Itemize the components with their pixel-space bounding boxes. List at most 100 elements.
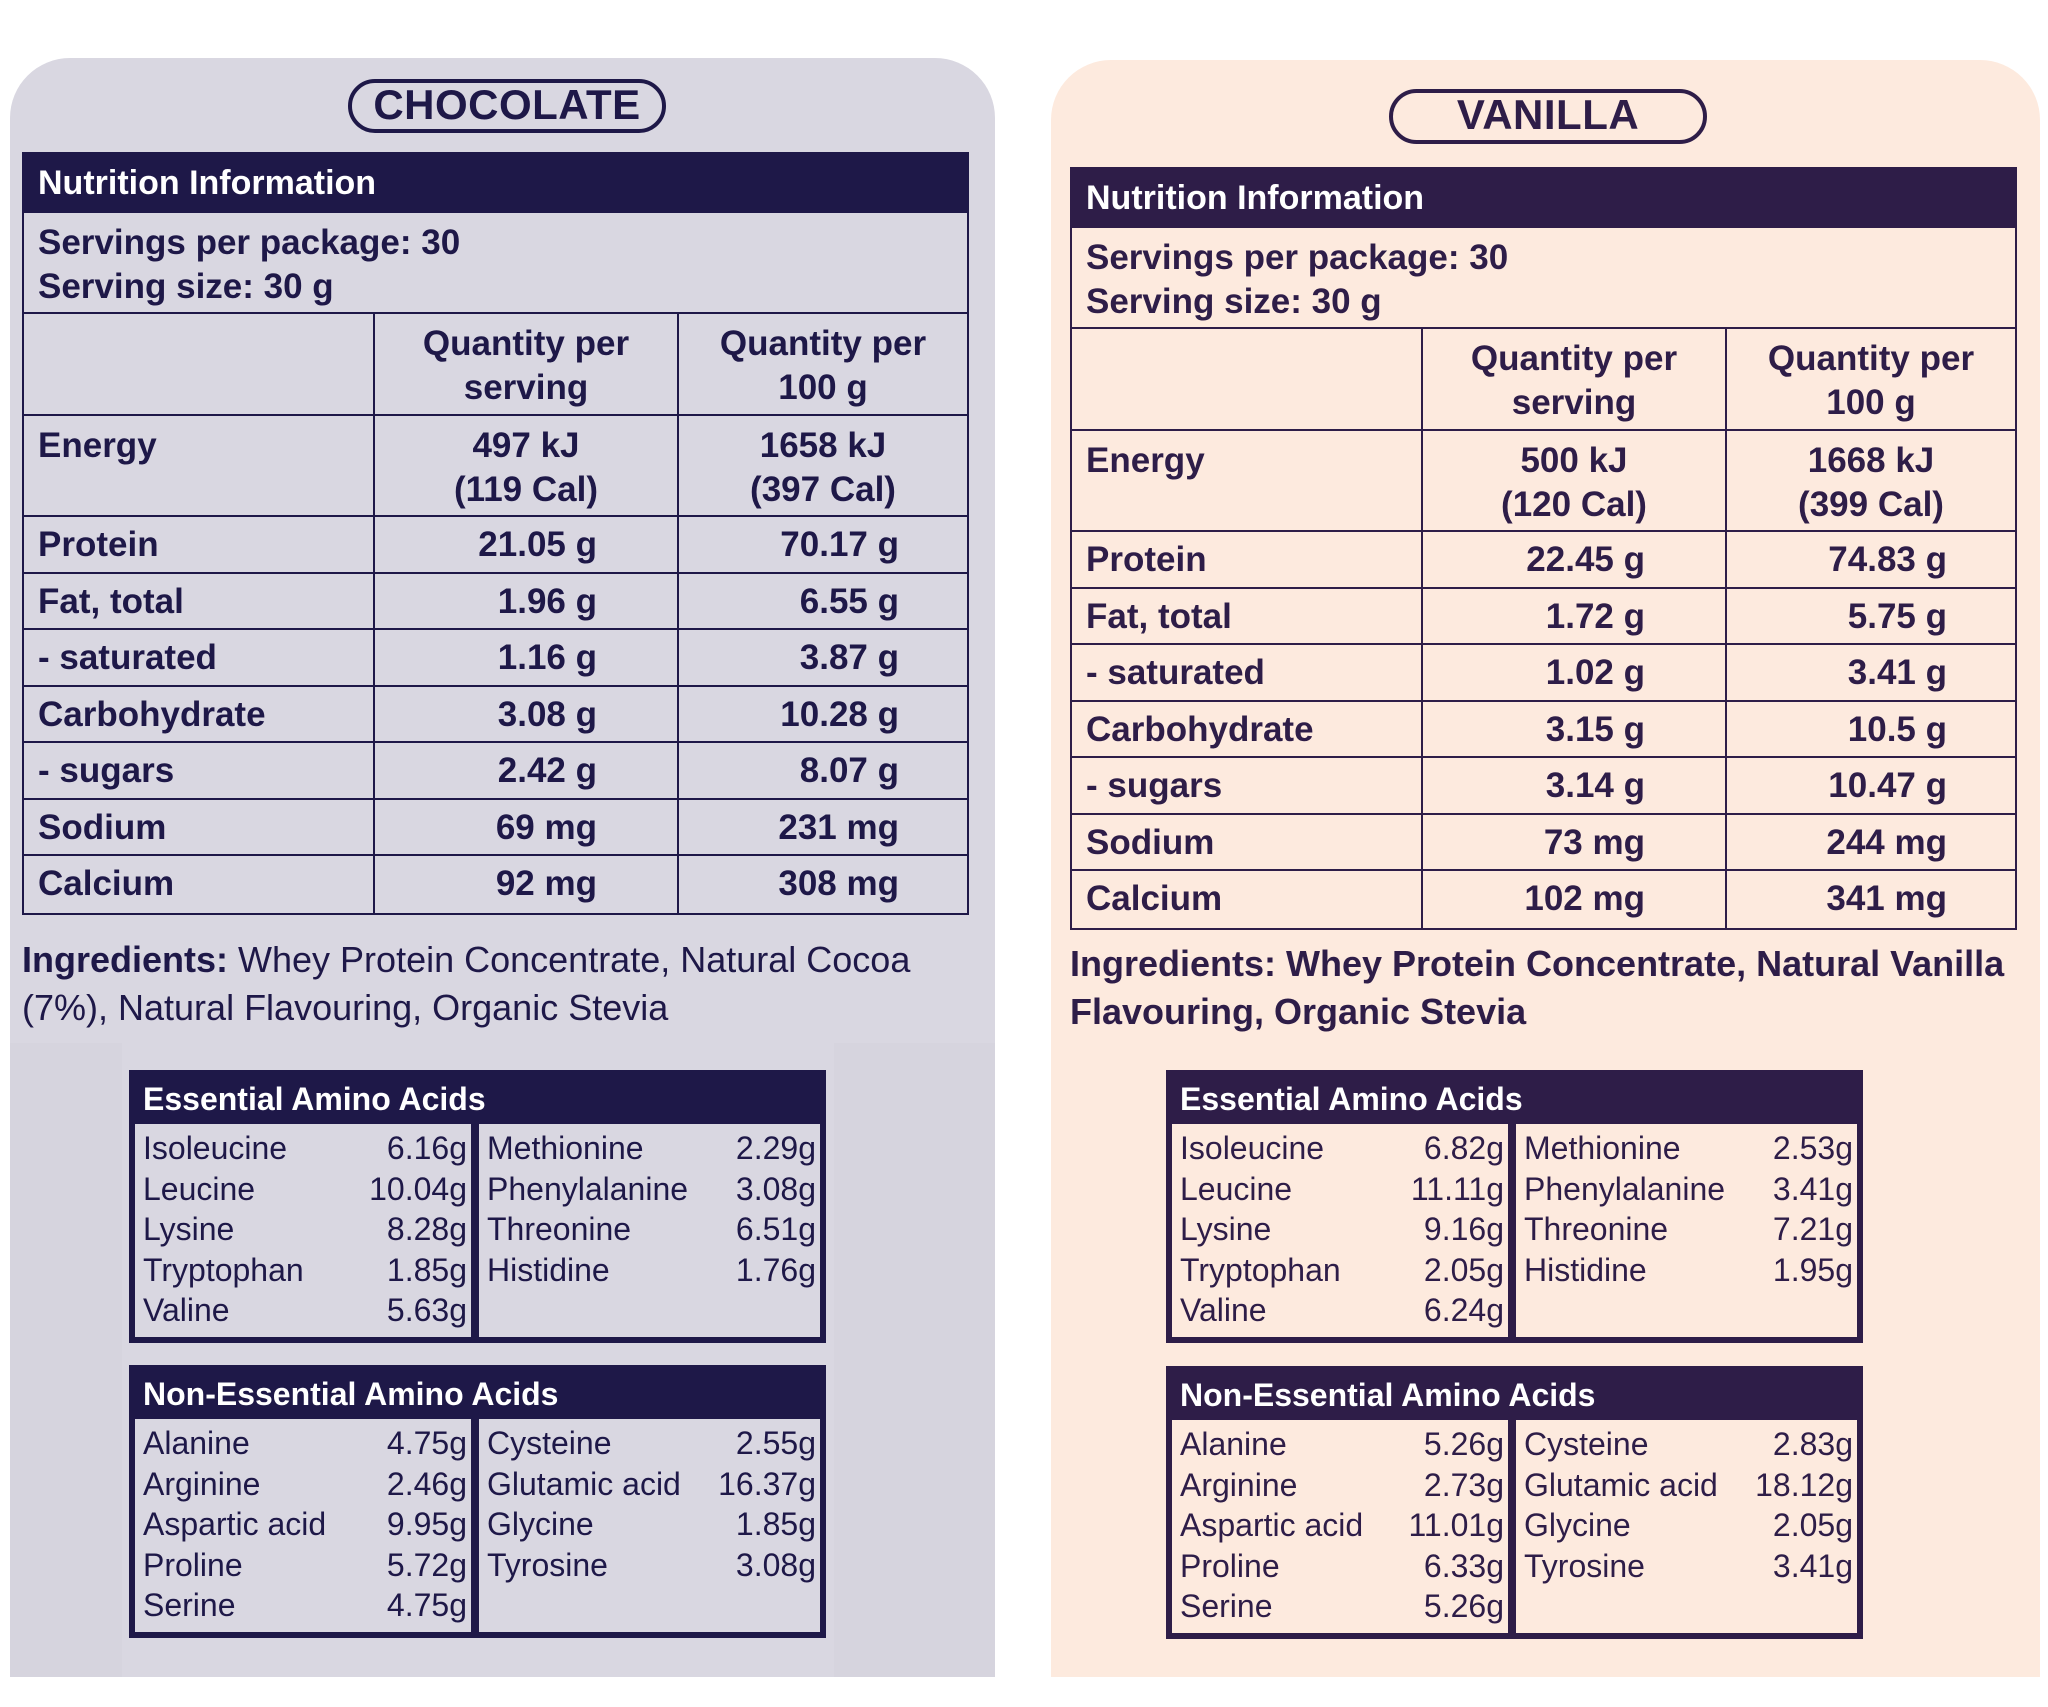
- amino-value: 3.08g: [735, 1170, 816, 1207]
- amino-name: Glycine: [487, 1506, 594, 1542]
- amino-row: [1524, 1586, 1853, 1627]
- amino-column-left: Isoleucine 6.16g Leucine 10.04g Lysine 8.28g T…: [135, 1124, 479, 1337]
- amino-name: Serine: [1180, 1588, 1273, 1624]
- amino-table-body: Alanine 4.75g Arginine 2.46g Aspartic acid 9.…: [135, 1419, 820, 1632]
- amino-row: Aspartic acid 11.01g: [1180, 1505, 1504, 1546]
- serving-size: Serving size: 30 g: [38, 267, 334, 306]
- energy-per-serving: 500 kJ (120 Cal): [1423, 431, 1727, 530]
- amino-value: 2.55g: [735, 1425, 816, 1461]
- amino-name: Alanine: [143, 1425, 250, 1461]
- amino-row: Alanine 4.75g: [143, 1423, 467, 1464]
- amino-value: 5.26g: [1423, 1588, 1504, 1624]
- nutrient-label: - saturated: [24, 630, 375, 685]
- amino-value: 11.11g: [1410, 1170, 1504, 1207]
- nutrient-label: Sodium: [24, 799, 375, 854]
- amino-value: 3.08g: [735, 1546, 816, 1583]
- value-per-serving: 92 mg: [375, 856, 679, 913]
- amino-name: Methionine: [487, 1130, 644, 1166]
- amino-row: Tyrosine 3.08g: [487, 1545, 816, 1586]
- value-per-serving: 1.96 g: [375, 573, 679, 628]
- amino-name: Lysine: [143, 1211, 235, 1247]
- amino-row: Leucine 10.04g: [143, 1169, 467, 1210]
- amino-table-title: Essential Amino Acids: [1172, 1076, 1857, 1124]
- amino-name: Tyrosine: [1524, 1547, 1645, 1584]
- amino-name: Aspartic acid: [1180, 1507, 1364, 1543]
- amino-name: Serine: [143, 1587, 236, 1623]
- nutrition-row: Sodium 69 mg 231 mg: [24, 799, 967, 856]
- energy-kj: 1658 kJ: [759, 426, 887, 465]
- amino-value: 2.53g: [1772, 1130, 1853, 1166]
- amino-name: Threonine: [487, 1211, 632, 1247]
- amino-name: Alanine: [1180, 1426, 1287, 1462]
- value-per-serving: 3.14 g: [1423, 758, 1727, 813]
- essential-amino-acids-table: Essential Amino Acids Isoleucine 6.82g Leuc…: [1166, 1070, 1863, 1343]
- amino-row: Lysine 9.16g: [1180, 1209, 1504, 1250]
- value-per-serving: 3.08 g: [375, 686, 679, 741]
- amino-name: Tryptophan: [143, 1251, 304, 1288]
- nutrient-label: Calcium: [24, 856, 375, 913]
- value-per-100g: 231 mg: [778, 807, 899, 847]
- amino-row: [1524, 1290, 1853, 1331]
- value-per-100g: 3.41 g: [1847, 653, 1947, 692]
- amino-row: Glycine 2.05g: [1524, 1505, 1853, 1546]
- amino-row: Methionine 2.29g: [487, 1128, 816, 1169]
- servings-info: Servings per package: 30 Serving size: 30…: [24, 213, 967, 314]
- header-line: serving: [463, 368, 589, 407]
- amino-value: 6.16g: [386, 1130, 467, 1166]
- essential-amino-acids-table: Essential Amino Acids Isoleucine 6.16g Leuc…: [129, 1070, 826, 1343]
- amino-table-body: Isoleucine 6.16g Leucine 10.04g Lysine 8.28g T…: [135, 1124, 820, 1337]
- energy-per-serving: 497 kJ (119 Cal): [375, 416, 679, 515]
- value-per-serving: 69 mg: [375, 799, 679, 854]
- nutrition-row: Protein 22.45 g 74.83 g: [1072, 532, 2015, 589]
- amino-row: Proline 6.33g: [1180, 1546, 1504, 1587]
- nutrition-row: - saturated 1.02 g 3.41 g: [1072, 645, 2015, 702]
- amino-name: Cysteine: [487, 1425, 612, 1461]
- servings-per-package: Servings per package: 30: [38, 223, 461, 262]
- nutrition-row-energy: Energy 500 kJ (120 Cal) 1668 kJ (399 Cal): [1072, 431, 2015, 532]
- flavour-label: VANILLA: [1389, 89, 1707, 144]
- amino-row: Isoleucine 6.16g: [143, 1128, 467, 1169]
- flavour-label: CHOCOLATE: [348, 79, 666, 133]
- value-per-100g: 6.55 g: [799, 581, 899, 621]
- amino-name: Valine: [1180, 1292, 1267, 1328]
- amino-row: Arginine 2.46g: [143, 1464, 467, 1505]
- amino-value: 3.41g: [1772, 1170, 1853, 1207]
- amino-value: 6.82g: [1423, 1130, 1504, 1166]
- value-per-serving: 22.45 g: [1423, 532, 1727, 587]
- energy-cal: (119 Cal): [454, 470, 598, 509]
- amino-name: Phenylalanine: [487, 1170, 689, 1207]
- amino-value: 1.76g: [735, 1251, 816, 1288]
- serving-size: Serving size: 30 g: [1086, 282, 1382, 321]
- amino-value: 5.72g: [386, 1546, 467, 1583]
- nutrition-row: Carbohydrate 3.15 g 10.5 g: [1072, 701, 2015, 758]
- amino-row: Leucine 11.11g: [1180, 1169, 1504, 1210]
- amino-row: Glutamic acid 18.12g: [1524, 1465, 1853, 1506]
- amino-name: Isoleucine: [1180, 1130, 1325, 1166]
- amino-value: 18.12g: [1755, 1466, 1853, 1503]
- amino-row: Cysteine 2.83g: [1524, 1424, 1853, 1465]
- amino-value: 5.26g: [1423, 1426, 1504, 1462]
- energy-cal: (397 Cal): [750, 470, 896, 509]
- nutrition-row: - sugars 2.42 g 8.07 g: [24, 743, 967, 800]
- nutrient-label: Protein: [24, 517, 375, 572]
- amino-row: Lysine 8.28g: [143, 1209, 467, 1250]
- amino-name: Leucine: [1180, 1170, 1293, 1207]
- amino-row: Isoleucine 6.82g: [1180, 1128, 1504, 1169]
- nutrition-table: Nutrition Information Servings per packag…: [1070, 167, 2017, 930]
- amino-value: 1.85g: [386, 1251, 467, 1288]
- amino-value: 2.83g: [1772, 1426, 1853, 1462]
- energy-cal: (120 Cal): [1501, 485, 1647, 524]
- amino-name: Proline: [1180, 1547, 1280, 1584]
- energy-per-100g: 1668 kJ (399 Cal): [1727, 431, 2015, 530]
- nutrition-table: Nutrition Information Servings per packag…: [22, 152, 969, 915]
- amino-value: 8.28g: [386, 1211, 467, 1247]
- value-per-serving: 102 mg: [1423, 871, 1727, 928]
- nonessential-amino-acids-table: Non-Essential Amino Acids Alanine 5.26g Arg…: [1166, 1366, 1863, 1639]
- amino-row: Proline 5.72g: [143, 1545, 467, 1586]
- amino-column-left: Isoleucine 6.82g Leucine 11.11g Lysine 9.16g T…: [1172, 1124, 1516, 1337]
- nutrition-row: Fat, total 1.72 g 5.75 g: [1072, 588, 2015, 645]
- amino-name: Histidine: [1524, 1251, 1647, 1288]
- ingredients-text: Whey Protein Concentrate, Natural Vanill…: [1070, 943, 2005, 1032]
- nutrient-label: Carbohydrate: [1072, 701, 1423, 756]
- amino-row: Serine 5.26g: [1180, 1586, 1504, 1627]
